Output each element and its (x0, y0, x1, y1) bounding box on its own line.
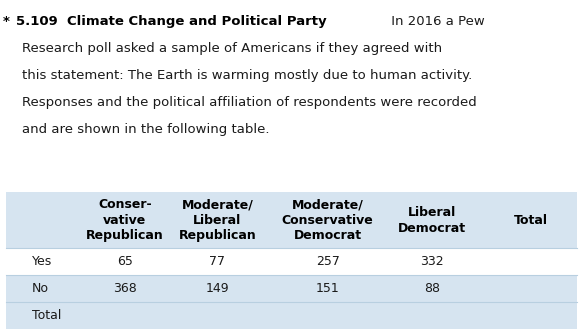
Text: 88: 88 (424, 282, 440, 295)
Text: 5.109  Climate Change and Political Party: 5.109 Climate Change and Political Party (16, 15, 327, 28)
Text: Moderate/
Liberal
Republican: Moderate/ Liberal Republican (179, 198, 256, 242)
Bar (6, 192, 577, 329)
Text: 149: 149 (206, 282, 229, 295)
Text: *: * (3, 15, 10, 28)
Text: and are shown in the following table.: and are shown in the following table. (22, 123, 270, 136)
Text: Moderate/
Conservative
Democrat: Moderate/ Conservative Democrat (282, 198, 374, 242)
Text: Yes: Yes (32, 255, 52, 268)
Text: 65: 65 (117, 255, 133, 268)
Text: Responses and the political affiliation of respondents were recorded: Responses and the political affiliation … (22, 96, 477, 109)
Text: Research poll asked a sample of Americans if they agreed with: Research poll asked a sample of American… (22, 42, 442, 55)
Bar (6, 302, 577, 329)
Text: 151: 151 (316, 282, 339, 295)
Bar (6, 275, 577, 302)
Text: 77: 77 (209, 255, 226, 268)
Text: 332: 332 (420, 255, 444, 268)
Bar (6, 248, 577, 275)
Text: In 2016 a Pew: In 2016 a Pew (387, 15, 485, 28)
Text: Liberal
Democrat: Liberal Democrat (398, 206, 466, 235)
Text: Total: Total (32, 309, 61, 322)
Text: Total: Total (514, 214, 548, 227)
Bar (6, 192, 577, 248)
Text: Conser-
vative
Republican: Conser- vative Republican (86, 198, 164, 242)
Text: 368: 368 (113, 282, 136, 295)
Text: 257: 257 (316, 255, 340, 268)
Text: this statement: The Earth is warming mostly due to human activity.: this statement: The Earth is warming mos… (22, 69, 472, 82)
Text: No: No (32, 282, 49, 295)
